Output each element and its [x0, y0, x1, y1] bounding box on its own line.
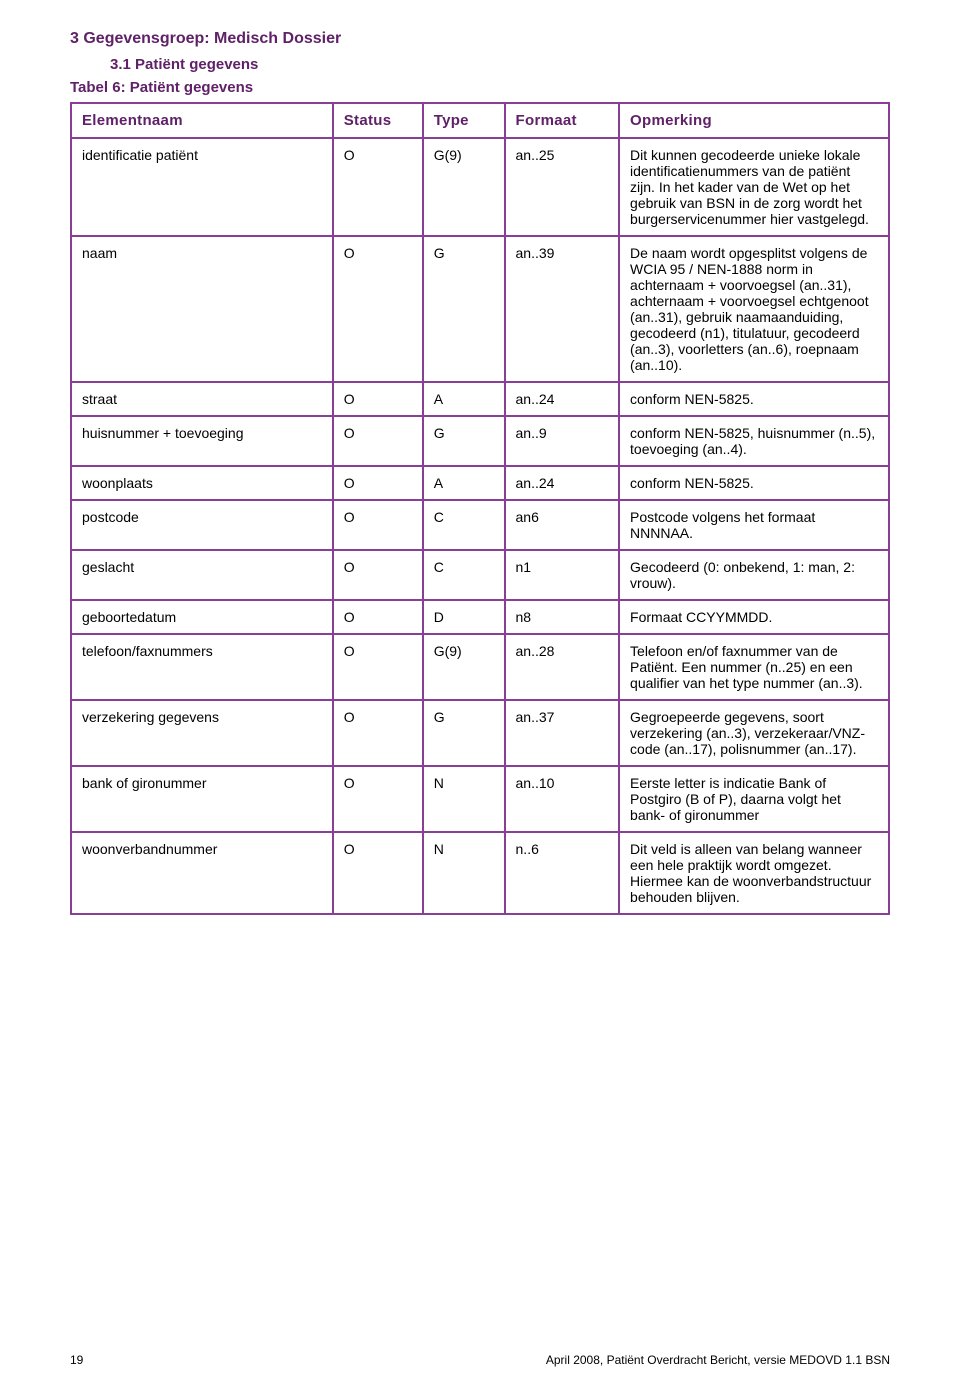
col-header-type: Type — [423, 103, 505, 138]
table-cell: O — [333, 766, 423, 832]
table-cell: O — [333, 466, 423, 500]
table-cell: huisnummer + toevoeging — [71, 416, 333, 466]
table-cell: an..25 — [505, 138, 620, 236]
table-row: identificatie patiëntOG(9)an..25Dit kunn… — [71, 138, 889, 236]
subsection-heading: 3.1 Patiënt gegevens — [110, 56, 890, 73]
table-row: verzekering gegevensOGan..37Gegroepeerde… — [71, 700, 889, 766]
table-row: naamOGan..39De naam wordt opgesplitst vo… — [71, 236, 889, 382]
table-cell: straat — [71, 382, 333, 416]
table-cell: G(9) — [423, 634, 505, 700]
table-caption: Tabel 6: Patiënt gegevens — [70, 79, 890, 96]
col-header-elementnaam: Elementnaam — [71, 103, 333, 138]
table-cell: woonverbandnummer — [71, 832, 333, 914]
table-cell: O — [333, 382, 423, 416]
table-cell: O — [333, 700, 423, 766]
table-cell: telefoon/faxnummers — [71, 634, 333, 700]
table-cell: N — [423, 766, 505, 832]
table-cell: n1 — [505, 550, 620, 600]
table-cell: an..39 — [505, 236, 620, 382]
table-cell: O — [333, 236, 423, 382]
table-row: woonplaatsOAan..24conform NEN-5825. — [71, 466, 889, 500]
table-cell: an..9 — [505, 416, 620, 466]
col-header-opmerking: Opmerking — [619, 103, 889, 138]
table-cell: N — [423, 832, 505, 914]
table-cell: verzekering gegevens — [71, 700, 333, 766]
table-cell: an..37 — [505, 700, 620, 766]
table-cell: C — [423, 500, 505, 550]
patient-gegevens-table: Elementnaam Status Type Formaat Opmerkin… — [70, 102, 890, 915]
table-cell: De naam wordt opgesplitst volgens de WCI… — [619, 236, 889, 382]
table-row: bank of gironummerONan..10Eerste letter … — [71, 766, 889, 832]
table-cell: Dit kunnen gecodeerde unieke lokale iden… — [619, 138, 889, 236]
table-cell: Postcode volgens het formaat NNNNAA. — [619, 500, 889, 550]
table-cell: naam — [71, 236, 333, 382]
section-heading: 3 Gegevensgroep: Medisch Dossier — [70, 30, 890, 48]
table-cell: n..6 — [505, 832, 620, 914]
footer-text: April 2008, Patiënt Overdracht Bericht, … — [546, 1353, 890, 1367]
table-cell: an..10 — [505, 766, 620, 832]
table-header-row: Elementnaam Status Type Formaat Opmerkin… — [71, 103, 889, 138]
table-row: geboortedatumODn8Formaat CCYYMMDD. — [71, 600, 889, 634]
table-cell: G — [423, 236, 505, 382]
table-row: woonverbandnummerONn..6Dit veld is allee… — [71, 832, 889, 914]
table-cell: conform NEN-5825. — [619, 466, 889, 500]
page-footer: 19 April 2008, Patiënt Overdracht Berich… — [70, 1353, 890, 1367]
table-cell: G — [423, 416, 505, 466]
table-cell: n8 — [505, 600, 620, 634]
table-cell: an..24 — [505, 382, 620, 416]
table-cell: Gecodeerd (0: onbekend, 1: man, 2: vrouw… — [619, 550, 889, 600]
table-cell: C — [423, 550, 505, 600]
table-cell: an..28 — [505, 634, 620, 700]
table-cell: D — [423, 600, 505, 634]
table-row: huisnummer + toevoegingOGan..9conform NE… — [71, 416, 889, 466]
table-cell: Formaat CCYYMMDD. — [619, 600, 889, 634]
table-cell: conform NEN-5825. — [619, 382, 889, 416]
table-cell: A — [423, 382, 505, 416]
col-header-status: Status — [333, 103, 423, 138]
table-cell: O — [333, 634, 423, 700]
table-cell: geslacht — [71, 550, 333, 600]
table-cell: O — [333, 832, 423, 914]
table-cell: A — [423, 466, 505, 500]
table-cell: Telefoon en/of faxnummer van de Patiënt.… — [619, 634, 889, 700]
table-cell: O — [333, 500, 423, 550]
table-cell: Eerste letter is indicatie Bank of Postg… — [619, 766, 889, 832]
table-cell: O — [333, 138, 423, 236]
table-cell: G — [423, 700, 505, 766]
table-cell: conform NEN-5825, huisnummer (n..5), toe… — [619, 416, 889, 466]
table-row: straatOAan..24conform NEN-5825. — [71, 382, 889, 416]
table-row: telefoon/faxnummersOG(9)an..28Telefoon e… — [71, 634, 889, 700]
table-cell: identificatie patiënt — [71, 138, 333, 236]
table-row: postcodeOCan6Postcode volgens het formaa… — [71, 500, 889, 550]
table-cell: Gegroepeerde gegevens, soort verzekering… — [619, 700, 889, 766]
table-cell: an..24 — [505, 466, 620, 500]
table-cell: O — [333, 416, 423, 466]
table-cell: an6 — [505, 500, 620, 550]
table-cell: woonplaats — [71, 466, 333, 500]
table-cell: postcode — [71, 500, 333, 550]
table-row: geslachtOCn1Gecodeerd (0: onbekend, 1: m… — [71, 550, 889, 600]
table-cell: G(9) — [423, 138, 505, 236]
table-cell: O — [333, 600, 423, 634]
page-number: 19 — [70, 1353, 83, 1367]
table-cell: Dit veld is alleen van belang wanneer ee… — [619, 832, 889, 914]
table-cell: O — [333, 550, 423, 600]
col-header-formaat: Formaat — [505, 103, 620, 138]
table-cell: geboortedatum — [71, 600, 333, 634]
table-cell: bank of gironummer — [71, 766, 333, 832]
